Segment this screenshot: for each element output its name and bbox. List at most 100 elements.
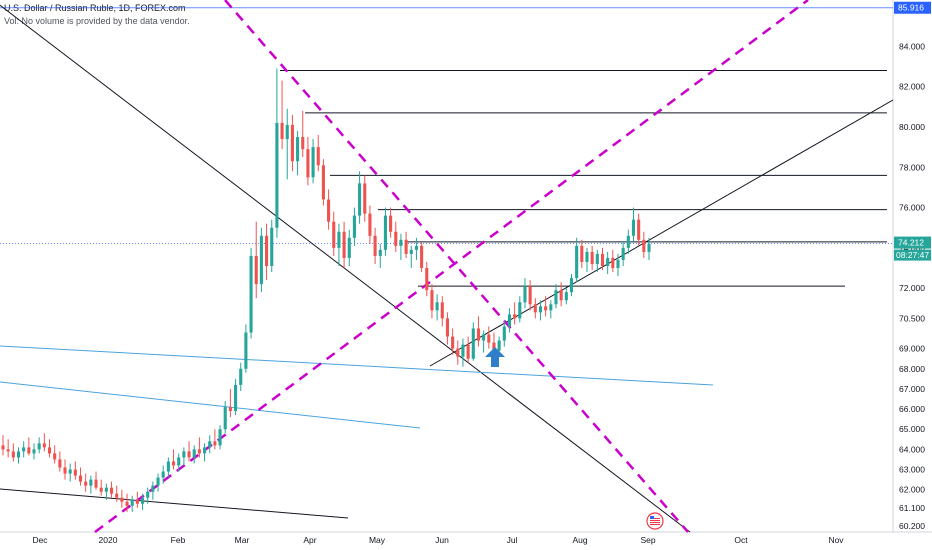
- top-level-badge: [894, 1, 931, 14]
- price-tick-label: 62.000: [899, 485, 925, 495]
- up-arrow-icon: [485, 347, 505, 367]
- candle-body: [425, 268, 429, 291]
- candle-body: [544, 306, 548, 311]
- candle-body: [228, 407, 232, 412]
- candle-body: [440, 302, 444, 319]
- price-tick-label: 68.000: [899, 364, 925, 374]
- time-tick-label: Nov: [828, 535, 844, 545]
- candle-body: [595, 253, 599, 264]
- price-tick-label: 80.000: [899, 122, 925, 132]
- candle-body: [404, 239, 408, 254]
- price-tick-label: 84.000: [899, 41, 925, 51]
- candle-body: [146, 491, 150, 498]
- channel-line: [0, 381, 421, 429]
- candle-body: [223, 407, 227, 430]
- candle-body: [68, 469, 72, 474]
- flag-stripe: [650, 522, 660, 523]
- candle-body: [626, 235, 630, 248]
- candle-body: [549, 304, 553, 311]
- candle-body: [523, 286, 527, 303]
- price-tick-label: 61.100: [899, 503, 925, 513]
- candle-body: [58, 459, 62, 468]
- candle-body: [621, 247, 625, 260]
- candle-body: [590, 251, 594, 264]
- flag-stripe: [650, 518, 660, 519]
- candle-body: [130, 499, 134, 506]
- candle-body: [337, 231, 341, 248]
- candle-body: [378, 249, 382, 256]
- candle-body: [507, 314, 512, 327]
- countdown-label: 08:27:47: [896, 250, 929, 260]
- candle-body: [94, 479, 98, 488]
- candle-body: [358, 183, 362, 216]
- candle-body: [647, 243, 651, 252]
- candle-body: [84, 481, 88, 486]
- candle-body: [285, 124, 289, 140]
- time-tick-label: May: [369, 535, 386, 545]
- overlay-layer: [485, 347, 664, 530]
- time-tick-label: Oct: [734, 535, 748, 545]
- candle-body: [78, 475, 83, 482]
- candle-body: [528, 286, 532, 305]
- candle-body: [239, 368, 243, 385]
- candle-body: [151, 485, 155, 492]
- candle-body: [476, 328, 481, 341]
- candle-body: [73, 469, 77, 476]
- last-price-badge: [894, 236, 931, 249]
- candle-body: [16, 451, 21, 458]
- candle-body: [171, 461, 176, 466]
- candle-body: [569, 278, 574, 293]
- dashed-trendline: [224, 0, 689, 533]
- candle-body: [6, 449, 10, 452]
- candle-body: [327, 199, 331, 222]
- candle-body: [47, 447, 52, 454]
- candle-body: [213, 441, 217, 446]
- grid-layer: [0, 0, 932, 533]
- candle-body: [616, 259, 620, 269]
- candle-body: [471, 328, 475, 359]
- flag-stripe: [650, 520, 660, 521]
- candle-body: [208, 441, 212, 448]
- candle-body: [27, 447, 31, 454]
- candle-body: [642, 239, 646, 252]
- price-tick-label: 78.000: [899, 162, 925, 172]
- candle-body: [63, 467, 67, 474]
- candle-body: [53, 453, 57, 460]
- time-tick-label: Jul: [507, 535, 518, 545]
- candle-body: [363, 183, 367, 214]
- candle-body: [311, 147, 315, 178]
- drawing-layer: [0, 0, 894, 534]
- candle-body: [140, 497, 145, 504]
- candle-body: [456, 348, 460, 357]
- candle-body: [352, 215, 356, 238]
- candle-body: [125, 501, 129, 506]
- candle-body: [461, 344, 465, 357]
- price-tick-label: 64.000: [899, 444, 925, 454]
- candle-body: [203, 447, 207, 454]
- candle-body: [383, 215, 387, 250]
- last-price-label: 74.212: [898, 238, 924, 248]
- price-tick-label: 70.500: [899, 313, 925, 323]
- candle-body: [451, 336, 455, 349]
- candle-body: [259, 235, 263, 285]
- dashed-trendline: [94, 0, 809, 534]
- candle-body: [332, 221, 336, 248]
- candle-body: [42, 443, 46, 448]
- candle-body: [99, 487, 103, 492]
- top-level-label: 85.916: [898, 3, 924, 13]
- candle-body: [254, 255, 258, 285]
- candle-body: [409, 249, 413, 254]
- candle-body: [22, 447, 26, 452]
- candle-body: [156, 477, 160, 486]
- time-axis: Dec 2020 Feb Mar Apr May Jun Jul Aug Sep Oct Nov: [32, 535, 844, 545]
- candle-body: [316, 147, 320, 166]
- countdown-badge: [894, 249, 931, 261]
- volume-note: Vol: No volume is provided by the data v…: [4, 16, 190, 26]
- candle-body: [182, 451, 186, 458]
- time-tick-label: 2020: [99, 535, 118, 545]
- price-tick-label: 72.000: [899, 283, 925, 293]
- candle-body: [270, 227, 274, 266]
- candle-body: [575, 245, 579, 279]
- candle-body: [445, 318, 449, 337]
